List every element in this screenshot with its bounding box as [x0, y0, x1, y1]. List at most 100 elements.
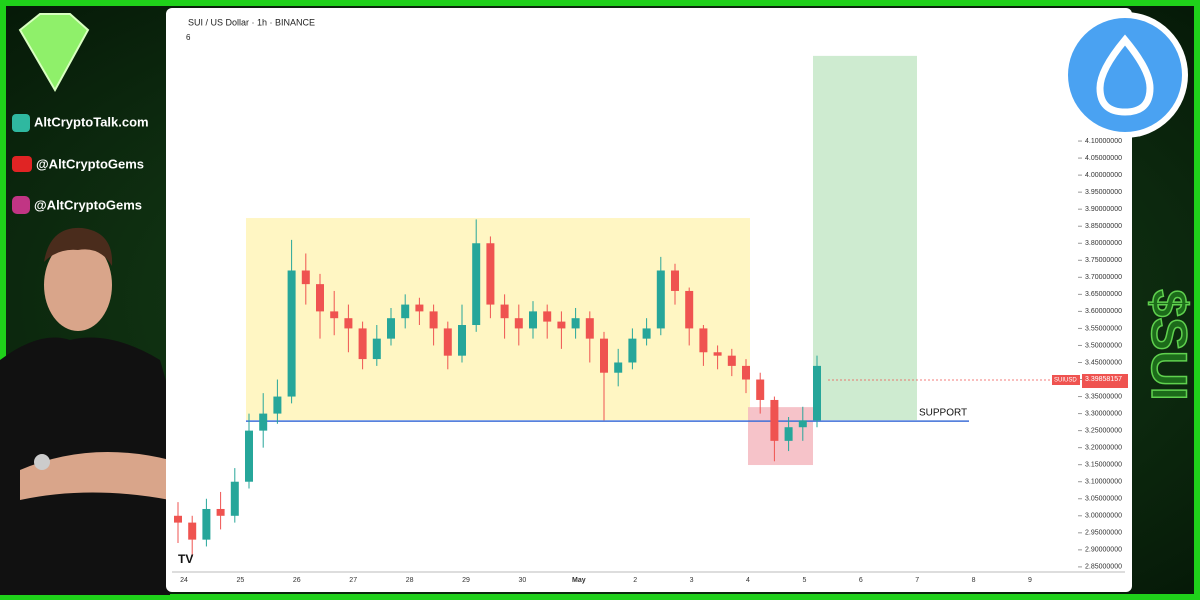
y-tick-label: 3.50000000	[1085, 342, 1122, 349]
candle-body	[713, 352, 722, 356]
indicator-count: 6	[186, 33, 191, 42]
x-tick-label: 26	[293, 577, 301, 584]
y-tick-label: 3.60000000	[1085, 308, 1122, 315]
plot: SUPPORT 4.10000000 4.05000000 4.00000000 3.9…	[172, 55, 1128, 584]
y-tick-label: 3.80000000	[1085, 240, 1122, 247]
candle-body	[628, 338, 637, 363]
candle-body	[557, 321, 566, 329]
y-tick-label: 3.15000000	[1085, 462, 1122, 469]
candle-body	[770, 399, 779, 441]
y-tick-label: 3.85000000	[1085, 223, 1122, 230]
y-tick-label: 3.45000000	[1085, 359, 1122, 366]
candle-body	[798, 420, 807, 428]
candle-body	[614, 362, 623, 373]
candle-body	[543, 311, 552, 322]
y-tick-label: 3.00000000	[1085, 513, 1122, 520]
candle-body	[585, 318, 594, 339]
last-price-label: 3.39858157	[1085, 376, 1122, 383]
y-tick-label: 3.20000000	[1085, 444, 1122, 451]
candle-body	[500, 304, 509, 319]
y-tick-label: 3.25000000	[1085, 427, 1122, 434]
x-tick-label: 4	[746, 577, 750, 584]
price-tag	[1082, 374, 1128, 389]
support-label: SUPPORT	[919, 408, 967, 419]
chart-title: SUI / US Dollar · 1h · BINANCE	[188, 17, 315, 27]
tv-logo: TV	[178, 552, 193, 566]
candle-body	[642, 328, 651, 339]
candle-body	[415, 304, 424, 312]
sui-logo	[1068, 18, 1182, 132]
candle-body	[514, 318, 523, 329]
y-tick-label: 4.10000000	[1085, 138, 1122, 145]
candle-body	[372, 338, 381, 360]
candle-body	[202, 508, 211, 540]
y-tick-label: 3.70000000	[1085, 274, 1122, 281]
candle-body	[443, 328, 452, 356]
candle-body	[316, 284, 324, 312]
x-tick-label: 24	[180, 577, 188, 584]
y-tick-label: 3.55000000	[1085, 325, 1122, 332]
candle-body	[188, 522, 197, 540]
candle-body	[429, 311, 438, 329]
candle-body	[287, 270, 296, 397]
y-tick-label: 2.90000000	[1085, 547, 1122, 554]
x-tick-label: May	[572, 577, 586, 584]
y-tick-label: 2.85000000	[1085, 564, 1122, 571]
candle-body	[458, 325, 466, 356]
x-tick-label: 3	[690, 577, 694, 584]
candle-body	[813, 365, 821, 421]
x-tick-label: 27	[349, 577, 357, 584]
sui-drop	[1096, 34, 1154, 116]
x-tick-label: 2	[633, 577, 637, 584]
x-tick-label: 9	[1028, 577, 1032, 584]
y-tick-label: 3.90000000	[1085, 206, 1122, 213]
diamond-logo	[18, 13, 90, 93]
x-tick-label: 28	[406, 577, 414, 584]
candle-body	[358, 328, 367, 360]
candle-body	[699, 328, 708, 353]
x-tick-label: 30	[519, 577, 527, 584]
candle-body	[387, 318, 395, 339]
y-tick-label: 4.05000000	[1085, 155, 1122, 162]
candle-body	[727, 355, 736, 366]
candle-body	[330, 311, 339, 319]
candle-body	[401, 304, 410, 319]
candle-body	[571, 318, 580, 329]
x-tick-label: 5	[802, 577, 806, 584]
candle-body	[784, 427, 793, 441]
candle-body	[656, 270, 665, 329]
candle-body	[529, 311, 537, 329]
y-tick-label: 3.30000000	[1085, 410, 1122, 417]
zone	[246, 218, 750, 421]
x-tick-label: 8	[972, 577, 976, 584]
candle-body	[756, 379, 765, 400]
candle-body	[245, 430, 253, 482]
candle-body	[273, 396, 282, 414]
y-tick-label: 4.00000000	[1085, 172, 1122, 179]
symbol-tag	[1052, 375, 1080, 386]
instagram-handle: @AltCryptoGems	[34, 197, 142, 212]
x-tick-label: 6	[859, 577, 863, 584]
x-tick-label: 7	[915, 577, 919, 584]
candle-body	[671, 270, 679, 291]
person	[0, 227, 180, 595]
youtube-icon	[12, 156, 32, 172]
site-icon	[12, 114, 30, 132]
y-tick-label: 3.65000000	[1085, 291, 1122, 298]
candle-body	[174, 515, 182, 523]
y-tick-label: 2.95000000	[1085, 530, 1122, 537]
website: AltCryptoTalk.com	[34, 114, 149, 129]
candle-body	[230, 481, 239, 516]
candle-body	[685, 290, 694, 329]
candle-body	[600, 338, 608, 373]
y-tick-label: 3.95000000	[1085, 189, 1122, 196]
y-tick-label: 3.05000000	[1085, 496, 1122, 503]
symbol-label: SUIUSD	[1054, 378, 1077, 384]
instagram-icon	[12, 196, 30, 214]
zone	[748, 407, 813, 466]
x-tick-label: 25	[237, 577, 245, 584]
y-tick-label: 3.35000000	[1085, 393, 1122, 400]
youtube-handle: @AltCryptoGems	[36, 156, 144, 171]
candle-body	[301, 270, 310, 285]
